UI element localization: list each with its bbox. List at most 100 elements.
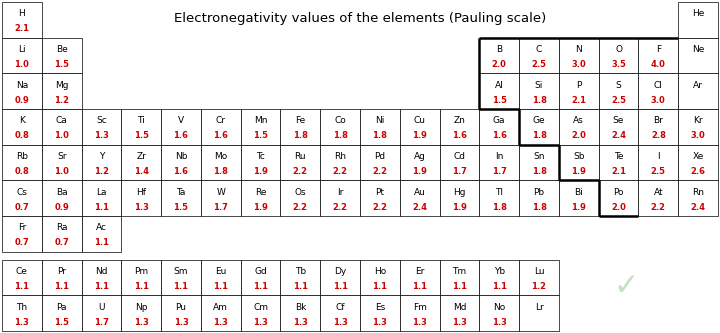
Bar [201, 145, 240, 180]
Bar [320, 295, 360, 331]
Bar [360, 295, 400, 331]
Text: 2.0: 2.0 [611, 202, 626, 211]
Bar [320, 260, 360, 295]
Text: 2.1: 2.1 [571, 96, 586, 105]
Text: 0.7: 0.7 [54, 238, 69, 247]
Text: Kr: Kr [693, 116, 703, 125]
Text: Bi: Bi [575, 187, 583, 196]
Text: Pu: Pu [176, 303, 186, 312]
Text: Pb: Pb [534, 187, 544, 196]
Bar [42, 295, 81, 331]
Text: Rh: Rh [334, 152, 346, 161]
Text: 1.5: 1.5 [54, 318, 69, 327]
Text: Os: Os [294, 187, 306, 196]
Text: Np: Np [135, 303, 148, 312]
Bar [281, 180, 320, 216]
Bar [360, 260, 400, 295]
Text: 0.8: 0.8 [14, 131, 30, 140]
Text: 1.5: 1.5 [253, 131, 268, 140]
Bar [281, 109, 320, 145]
Text: 1.1: 1.1 [293, 282, 308, 291]
Text: Tb: Tb [294, 267, 306, 276]
Text: 1.6: 1.6 [174, 131, 189, 140]
Text: 1.3: 1.3 [213, 318, 228, 327]
Text: 1.3: 1.3 [94, 131, 109, 140]
Text: 1.9: 1.9 [413, 167, 427, 176]
Text: 1.6: 1.6 [213, 131, 228, 140]
Text: As: As [573, 116, 584, 125]
Text: Fr: Fr [18, 223, 26, 232]
Text: Te: Te [614, 152, 624, 161]
Bar [161, 145, 201, 180]
Text: 1.3: 1.3 [134, 202, 148, 211]
Bar [678, 180, 718, 216]
Text: Pt: Pt [375, 187, 384, 196]
Bar [598, 145, 639, 180]
Text: 1.5: 1.5 [174, 202, 189, 211]
Text: Pa: Pa [56, 303, 67, 312]
Text: Ge: Ge [533, 116, 545, 125]
Text: Zr: Zr [136, 152, 146, 161]
Text: Mg: Mg [55, 81, 68, 90]
Text: 3.5: 3.5 [611, 60, 626, 69]
Text: 1.9: 1.9 [452, 202, 467, 211]
Text: 1.8: 1.8 [531, 96, 546, 105]
Text: 1.8: 1.8 [293, 131, 307, 140]
Text: Gd: Gd [254, 267, 267, 276]
Bar [2, 216, 42, 252]
Bar [42, 145, 81, 180]
Bar [240, 180, 281, 216]
Bar [400, 109, 439, 145]
Text: 1.1: 1.1 [452, 282, 467, 291]
Bar [480, 295, 519, 331]
Bar [360, 145, 400, 180]
Text: In: In [495, 152, 503, 161]
Bar [598, 180, 639, 216]
Text: Cu: Cu [414, 116, 426, 125]
Text: 1.9: 1.9 [253, 167, 268, 176]
Bar [161, 180, 201, 216]
Text: 1.5: 1.5 [54, 60, 69, 69]
Bar [598, 73, 639, 109]
Text: 1.9: 1.9 [413, 131, 427, 140]
Text: Ti: Ti [138, 116, 145, 125]
Bar [240, 109, 281, 145]
Text: 1.1: 1.1 [253, 282, 268, 291]
Bar [42, 216, 81, 252]
Bar [2, 295, 42, 331]
Bar [639, 180, 678, 216]
Text: Pr: Pr [57, 267, 66, 276]
Text: 1.7: 1.7 [213, 202, 228, 211]
Text: 1.1: 1.1 [54, 282, 69, 291]
Text: Mo: Mo [214, 152, 228, 161]
Text: Ga: Ga [493, 116, 505, 125]
Bar [678, 38, 718, 73]
Bar [81, 180, 122, 216]
Bar [320, 109, 360, 145]
Text: 1.3: 1.3 [134, 318, 148, 327]
Text: Li: Li [18, 45, 26, 54]
Text: 0.8: 0.8 [14, 167, 30, 176]
Text: Ac: Ac [96, 223, 107, 232]
Text: Sm: Sm [174, 267, 188, 276]
Text: 2.1: 2.1 [14, 24, 30, 33]
Text: Tl: Tl [495, 187, 503, 196]
Bar [42, 38, 81, 73]
Bar [598, 38, 639, 73]
Text: 2.4: 2.4 [611, 131, 626, 140]
Text: Co: Co [334, 116, 346, 125]
Bar [480, 180, 519, 216]
Text: 2.6: 2.6 [690, 167, 706, 176]
Text: 0.7: 0.7 [14, 202, 30, 211]
Bar [480, 73, 519, 109]
Text: Pd: Pd [374, 152, 385, 161]
Text: 1.1: 1.1 [213, 282, 228, 291]
Text: 1.2: 1.2 [94, 167, 109, 176]
Text: Cr: Cr [216, 116, 226, 125]
Bar [2, 73, 42, 109]
Text: Xe: Xe [693, 152, 703, 161]
Text: 0.9: 0.9 [54, 202, 69, 211]
Bar [519, 295, 559, 331]
Text: Ra: Ra [56, 223, 68, 232]
Text: 2.0: 2.0 [492, 60, 507, 69]
